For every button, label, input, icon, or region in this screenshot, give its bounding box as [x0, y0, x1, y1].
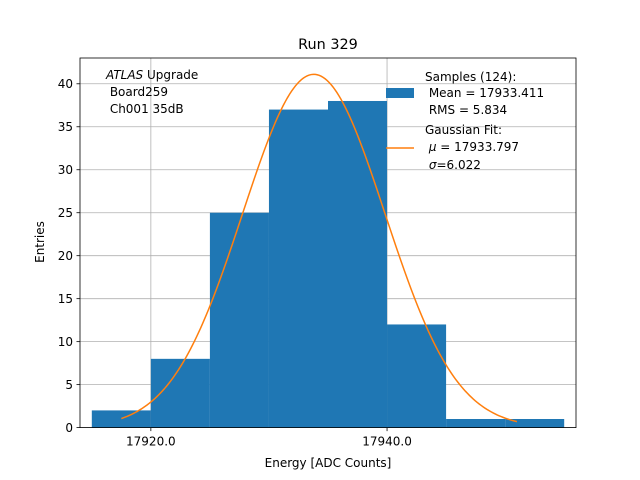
histogram-bar-4 — [328, 100, 388, 428]
y-tick-label-8: 40 — [58, 77, 73, 91]
y-tick-label-5: 25 — [58, 206, 73, 220]
y-axis-label: Entries — [33, 221, 47, 263]
legend-fit-sigma: σ=6.022 — [425, 158, 481, 172]
histogram-bar-5 — [387, 324, 447, 428]
y-tick-label-7: 35 — [58, 120, 73, 134]
axis-ticks: 0 5 10 15 20 25 30 35 40 17920.0 17940.0 — [58, 77, 412, 449]
legend-fit-title: Gaussian Fit: — [425, 123, 502, 137]
y-tick-label-1: 5 — [65, 378, 73, 392]
x-tick-label-1: 17940.0 — [362, 435, 412, 449]
run-annotation: ATLAS Upgrade Board259 Ch001 35dB — [105, 68, 198, 116]
histogram-bar-2 — [209, 212, 269, 428]
legend-hist-swatch — [386, 88, 414, 98]
histogram-bar-7 — [505, 419, 565, 428]
histogram-bar-3 — [268, 109, 328, 428]
axes-frame — [79, 57, 577, 429]
annotation-channel: Ch001 35dB — [106, 102, 184, 116]
upgrade-label: Upgrade — [143, 68, 198, 82]
histogram-bar-0 — [91, 410, 151, 428]
legend: Samples (124): Mean = 17933.411 RMS = 5.… — [386, 70, 544, 172]
y-tick-label-2: 10 — [58, 335, 73, 349]
annotation-line-1: ATLAS Upgrade — [105, 68, 198, 82]
legend-hist-mean: Mean = 17933.411 — [425, 86, 544, 100]
x-tick-label-0: 17920.0 — [126, 435, 176, 449]
sigma-value: =6.022 — [436, 158, 480, 172]
atlas-label: ATLAS — [105, 68, 144, 82]
y-tick-label-0: 0 — [65, 421, 73, 435]
x-axis-label: Energy [ADC Counts] — [265, 456, 392, 470]
histogram-bar-6 — [446, 419, 506, 428]
chart-title: Run 329 — [298, 37, 358, 53]
legend-fit-mu: μ = 17933.797 — [425, 140, 519, 154]
legend-hist-title: Samples (124): — [425, 70, 516, 84]
y-tick-label-6: 30 — [58, 163, 73, 177]
histogram-bars — [91, 100, 565, 428]
gaussian-fit-curve — [121, 73, 518, 423]
mu-symbol: μ — [428, 140, 437, 154]
legend-hist-rms: RMS = 5.834 — [425, 103, 507, 117]
mu-value: = 17933.797 — [436, 140, 519, 154]
y-tick-label-3: 15 — [58, 292, 73, 306]
sigma-symbol: σ — [429, 158, 437, 172]
y-tick-label-4: 20 — [58, 249, 73, 263]
annotation-board: Board259 — [106, 85, 168, 99]
